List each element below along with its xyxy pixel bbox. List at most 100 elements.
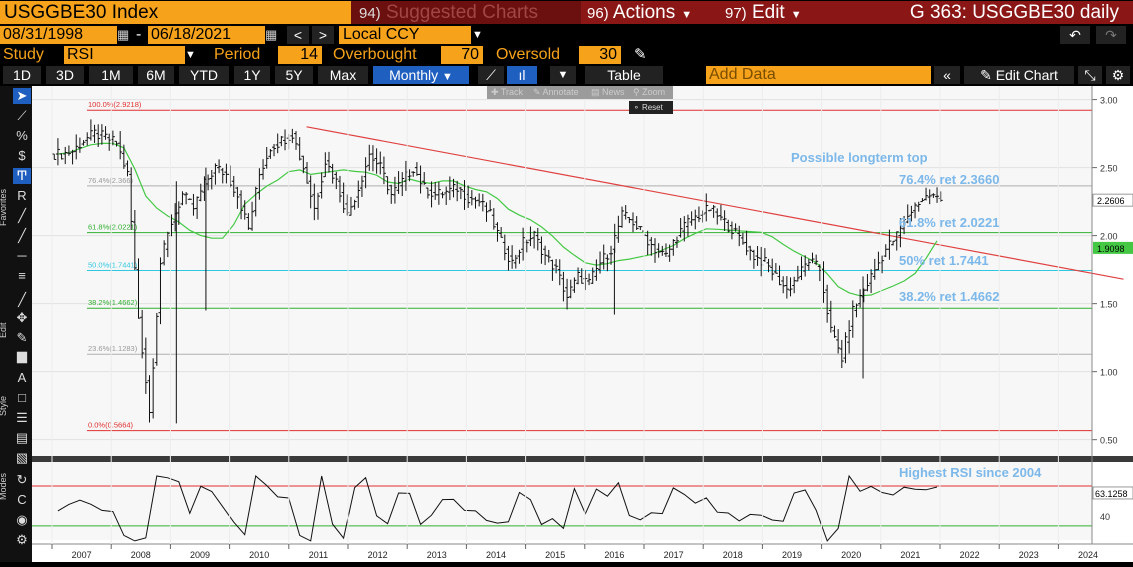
pointer-icon[interactable]: ➤ — [13, 88, 31, 104]
annotation-top: Possible longterm top — [791, 150, 928, 165]
study-bar: Study RSI ▼ Period 14 Overbought 70 Over… — [0, 45, 1133, 65]
eraser-icon[interactable]: ▆ — [17, 348, 27, 363]
study-select[interactable]: RSI — [64, 46, 185, 64]
favorites-label: Favorites — [0, 188, 8, 226]
suggested-charts-menu[interactable]: 94) Suggested Charts — [351, 1, 585, 24]
range-max[interactable]: Max — [318, 66, 368, 84]
moving-average-line — [57, 142, 938, 297]
chart-area[interactable]: 100.0%(2.9218) 76.4%(2.366) 61.8%(2.0221) 5… — [32, 86, 1133, 562]
add-data-input[interactable]: Add Data — [706, 66, 931, 84]
actions-menu[interactable]: 96) Actions ▼ — [581, 1, 721, 24]
overbought-input[interactable]: 70 — [441, 46, 483, 64]
resize-icon[interactable]: ⤡ — [1078, 66, 1102, 84]
chart-type-dropdown[interactable]: ▼ — [550, 66, 576, 84]
trend2-icon[interactable]: ╱ — [18, 228, 26, 243]
r-icon[interactable]: R — [17, 188, 27, 203]
trend-icon[interactable]: ╱ — [18, 208, 26, 223]
table-button[interactable]: Table — [585, 66, 663, 84]
hatch-icon[interactable]: ▧ — [15, 450, 29, 465]
oversold-label: Oversold — [496, 46, 561, 63]
undo-icon[interactable]: ↶ — [1060, 26, 1090, 44]
dollar-icon[interactable]: $ — [18, 148, 26, 163]
period-label: Period — [214, 46, 261, 63]
zoom-button[interactable]: ⚲ Zoom — [633, 87, 666, 97]
x-tick-label: 2019 — [782, 550, 802, 560]
oversold-input[interactable]: 30 — [579, 46, 621, 64]
redo-icon[interactable]: ↷ — [1096, 26, 1126, 44]
chevron-down-icon[interactable]: ▼ — [472, 29, 483, 41]
y-tick-label: 3.00 — [1100, 96, 1118, 106]
reset-button[interactable]: ⚬ Reset — [629, 101, 673, 114]
suggested-label: Suggested Charts — [385, 2, 539, 23]
lines-icon[interactable]: ☰ — [16, 410, 28, 425]
y-tick-label: 2.00 — [1100, 232, 1118, 242]
grid-icon[interactable]: ▤ — [15, 430, 29, 445]
channel-icon[interactable]: ≡ — [18, 268, 26, 283]
track-button[interactable]: ✚ Track — [491, 87, 524, 97]
x-tick-label: 2015 — [545, 550, 565, 560]
hline-icon[interactable]: ─ — [17, 248, 27, 263]
x-tick-label: 2010 — [249, 550, 269, 560]
x-tick-label: 2021 — [900, 550, 920, 560]
c-icon[interactable]: C — [17, 492, 27, 507]
range-5y[interactable]: 5Y — [275, 66, 313, 84]
ma-value-label: 1.9098 — [1097, 244, 1125, 254]
annotation-r500: 50% ret 1.7441 — [899, 253, 989, 268]
price-chart-svg[interactable]: 100.0%(2.9218)76.4%(2.366)61.8%(2.0221)5… — [32, 86, 1133, 562]
period-input[interactable]: 14 — [278, 46, 322, 64]
annotate-button[interactable]: ✎ Annotate — [533, 87, 579, 97]
calendar-icon[interactable]: ▦ — [265, 27, 278, 42]
range-6m[interactable]: 6M — [138, 66, 174, 84]
start-date-input[interactable]: 08/31/1998 — [0, 26, 117, 44]
range-3d[interactable]: 3D — [46, 66, 84, 84]
ma-value-box — [1093, 241, 1133, 254]
currency-select[interactable]: Local CCY — [339, 26, 471, 44]
y-tick-label: 1.50 — [1100, 300, 1118, 310]
range-ytd[interactable]: YTD — [179, 66, 229, 84]
bar-chart-icon[interactable]: ıl — [507, 66, 537, 84]
line-chart-icon[interactable]: ⟋ — [478, 66, 504, 84]
prev-arrow-icon[interactable]: < — [287, 26, 309, 44]
range-1d[interactable]: 1D — [3, 66, 41, 84]
next-arrow-icon[interactable]: > — [312, 26, 334, 44]
draw-line-icon[interactable]: ⟋ — [17, 108, 27, 123]
pen-icon[interactable]: ╱ — [18, 292, 26, 307]
fib-level-label: 38.2%(1.4662) — [88, 298, 138, 307]
pencil-icon[interactable]: ✎ — [634, 46, 647, 63]
study-label: Study — [3, 46, 44, 63]
gear-icon[interactable]: ⚙ — [1106, 66, 1130, 84]
percent-icon[interactable]: % — [16, 128, 28, 143]
y-tick-label: 1.00 — [1100, 368, 1118, 378]
range-bar: 1D 3D 1M 6M YTD 1Y 5Y Max Monthly ▼ ⟋ ıl… — [0, 65, 1133, 85]
shape-icon[interactable]: □ — [18, 390, 26, 405]
text-icon[interactable]: A — [17, 370, 27, 385]
x-tick-label: 2011 — [309, 550, 328, 560]
annotation-r382: 38.2% ret 1.4662 — [899, 289, 999, 304]
annotation-rsi: Highest RSI since 2004 — [899, 465, 1042, 480]
frequency-label: Monthly — [389, 67, 439, 83]
edit-chart-button[interactable]: ✎ Edit Chart — [964, 66, 1074, 84]
range-1y[interactable]: 1Y — [234, 66, 270, 84]
ticker-field[interactable]: USGGBE30 Index — [0, 1, 353, 24]
y-tick-label: 2.50 — [1100, 164, 1118, 174]
end-date-input[interactable]: 06/18/2021 — [148, 26, 265, 44]
fib-icon[interactable]: Ͳ — [13, 168, 31, 184]
edit-menu[interactable]: 97) Edit ▼ — [719, 1, 829, 24]
news-button[interactable]: ▤ News — [591, 87, 625, 97]
title-bar: USGGBE30 Index 94) Suggested Charts 96) … — [0, 0, 1133, 25]
calendar-icon[interactable]: ▦ — [117, 27, 130, 42]
move-icon[interactable]: ✥ — [16, 310, 28, 325]
currency-label: Local CCY — [343, 26, 420, 43]
chevron-down-icon[interactable]: ▼ — [185, 49, 196, 61]
refresh-icon[interactable]: ↻ — [16, 472, 28, 487]
trendline — [306, 126, 1124, 280]
range-1m[interactable]: 1M — [89, 66, 133, 84]
pencil-icon[interactable]: ✎ — [16, 330, 28, 345]
collapse-icon[interactable]: « — [934, 66, 960, 84]
globe-icon[interactable]: ◉ — [16, 512, 28, 527]
style-label: Style — [0, 395, 8, 416]
last-price-label: 2.2606 — [1097, 196, 1125, 206]
gear-icon[interactable]: ⚙ — [16, 532, 28, 547]
frequency-select[interactable]: Monthly ▼ — [373, 66, 469, 84]
chart-id-title: G 363: USGGBE30 daily — [827, 1, 1133, 24]
